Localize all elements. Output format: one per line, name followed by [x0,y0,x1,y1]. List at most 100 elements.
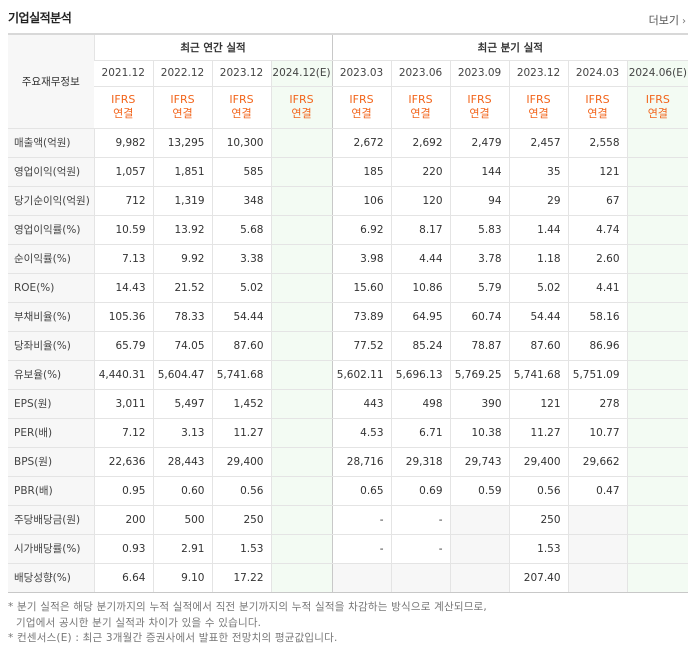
table-cell [626,244,689,274]
table-cell: 10.77 [567,418,628,448]
table-cell: 0.93 [93,534,153,564]
period-header: 2024.12(E) [270,60,333,87]
row-label: 매출액(억원) [8,128,94,158]
table-cell [626,331,689,361]
more-link[interactable]: 더보기 › [649,12,686,28]
table-cell: 0.95 [93,476,153,506]
standard-consolidated: 연결 [469,107,490,120]
table-row: 순이익률(%) 7.13 9.92 3.38 3.98 4.44 3.78 1.18 2.60 [8,244,689,274]
table-cell: - [390,504,451,535]
financial-summary-table: 주요재무정보 최근 연간 실적 최근 분기 실적 2021.12 2022.12 2… [8,33,689,593]
table-cell: 5,604.47 [152,360,212,390]
table-row: 시가배당률(%) 0.93 2.91 1.53- -1.53 [8,534,689,564]
table-cell: 3,011 [93,388,153,419]
row-label: 영업이익률(%) [8,214,94,245]
table-cell: 443 [331,388,392,419]
row-label: ROE(%) [8,273,94,303]
table-cell [626,388,689,419]
table-cell [270,186,333,216]
table-cell: 5.68 [211,214,271,245]
table-cell: 348 [211,186,271,216]
standard-consolidated: 연결 [172,107,193,120]
table-cell: 94 [449,186,510,216]
standard-consolidated: 연결 [231,107,252,120]
standard-consolidated: 연결 [113,107,134,120]
table-cell: - [331,504,392,535]
standard-consolidated: 연결 [291,107,312,120]
table-cell: 4.74 [567,214,628,245]
table-cell: 87.60 [211,331,271,361]
table-cell: 29 [508,186,569,216]
table-cell: 13,295 [152,128,212,158]
table-row: PBR(배) 0.95 0.60 0.56 0.65 0.69 0.59 0.56 0.47 [8,476,689,506]
table-cell: 712 [93,186,153,216]
table-row: EPS(원) 3,011 5,497 1,452 443 498 390 121 278 [8,388,689,419]
table-cell: 3.78 [449,244,510,274]
table-cell: 8.17 [390,214,451,245]
table-cell [270,301,333,332]
table-row: 당좌비율(%) 65.79 74.05 87.60 77.52 85.24 78.87 87.… [8,331,689,361]
standard-ifrs: IFRS [111,93,136,106]
table-cell: 1,319 [152,186,212,216]
table-cell: 7.12 [93,418,153,448]
table-cell [449,534,510,564]
table-cell: 1,057 [93,157,153,187]
table-cell: 5,696.13 [390,360,451,390]
period-header: 2023.12 [508,60,569,87]
table-cell [270,534,333,564]
table-cell: 5,497 [152,388,212,419]
table-row: 영업이익(억원) 1,057 1,851 585 185 220 144 35 121 [8,157,689,187]
table-cell: 54.44 [508,301,569,332]
table-cell: 4.44 [390,244,451,274]
table-cell: 0.56 [508,476,569,506]
standard-ifrs: IFRS [289,93,314,106]
table-cell: 73.89 [331,301,392,332]
row-label: 유보율(%) [8,360,94,390]
row-label: 배당성향(%) [8,563,94,593]
table-cell: 29,662 [567,447,628,477]
standard-ifrs: IFRS [526,93,551,106]
more-label[interactable]: 더보기 [648,14,679,27]
accounting-standard: IFRS 연결 [567,86,628,129]
table-cell: 200 [93,504,153,535]
table-row: 주당배당금(원) 200 500 250- -250 [8,504,689,535]
table-cell [626,301,689,332]
row-label: 당기순이익(억원) [8,186,94,216]
table-cell: 2,558 [567,128,628,158]
table-cell: 2,672 [331,128,392,158]
table-cell: 64.95 [390,301,451,332]
table-cell [626,128,689,158]
table-cell: 28,443 [152,447,212,477]
table-cell: 500 [152,504,212,535]
table-cell [626,186,689,216]
table-cell: 3.38 [211,244,271,274]
section-header: 기업실적분석 더보기 › [0,0,694,32]
period-header: 2024.06(E) [626,60,689,87]
row-label: 영업이익(억원) [8,157,94,187]
table-cell: 28,716 [331,447,392,477]
table-cell: 278 [567,388,628,419]
chevron-right-icon: › [682,16,686,27]
table-cell: 0.56 [211,476,271,506]
table-row: ROE(%) 14.43 21.52 5.02 15.60 10.86 5.79 5.02 4.… [8,273,689,303]
standard-consolidated: 연결 [587,107,608,120]
accounting-standard: IFRS 연결 [152,86,212,129]
table-cell: 207.40 [508,563,569,593]
table-cell: 5.83 [449,214,510,245]
table-cell: 5.02 [211,273,271,303]
accounting-standard: IFRS 연결 [508,86,569,129]
table-row: 배당성향(%) 6.64 9.10 17.22 207.40 [8,563,689,593]
table-cell [626,273,689,303]
table-cell [270,504,333,535]
accounting-standard: IFRS 연결 [331,86,392,129]
footnote-quarterly: * 분기 실적은 해당 분기까지의 누적 실적에서 직전 분기까지의 누적 실적… [8,601,487,613]
table-cell: 13.92 [152,214,212,245]
table-cell [626,563,689,593]
table-cell: 4.41 [567,273,628,303]
table-cell: 1,851 [152,157,212,187]
table-cell [567,534,628,564]
table-cell: 1.44 [508,214,569,245]
table-cell [270,128,333,158]
table-cell [270,244,333,274]
table-cell: 11.27 [508,418,569,448]
